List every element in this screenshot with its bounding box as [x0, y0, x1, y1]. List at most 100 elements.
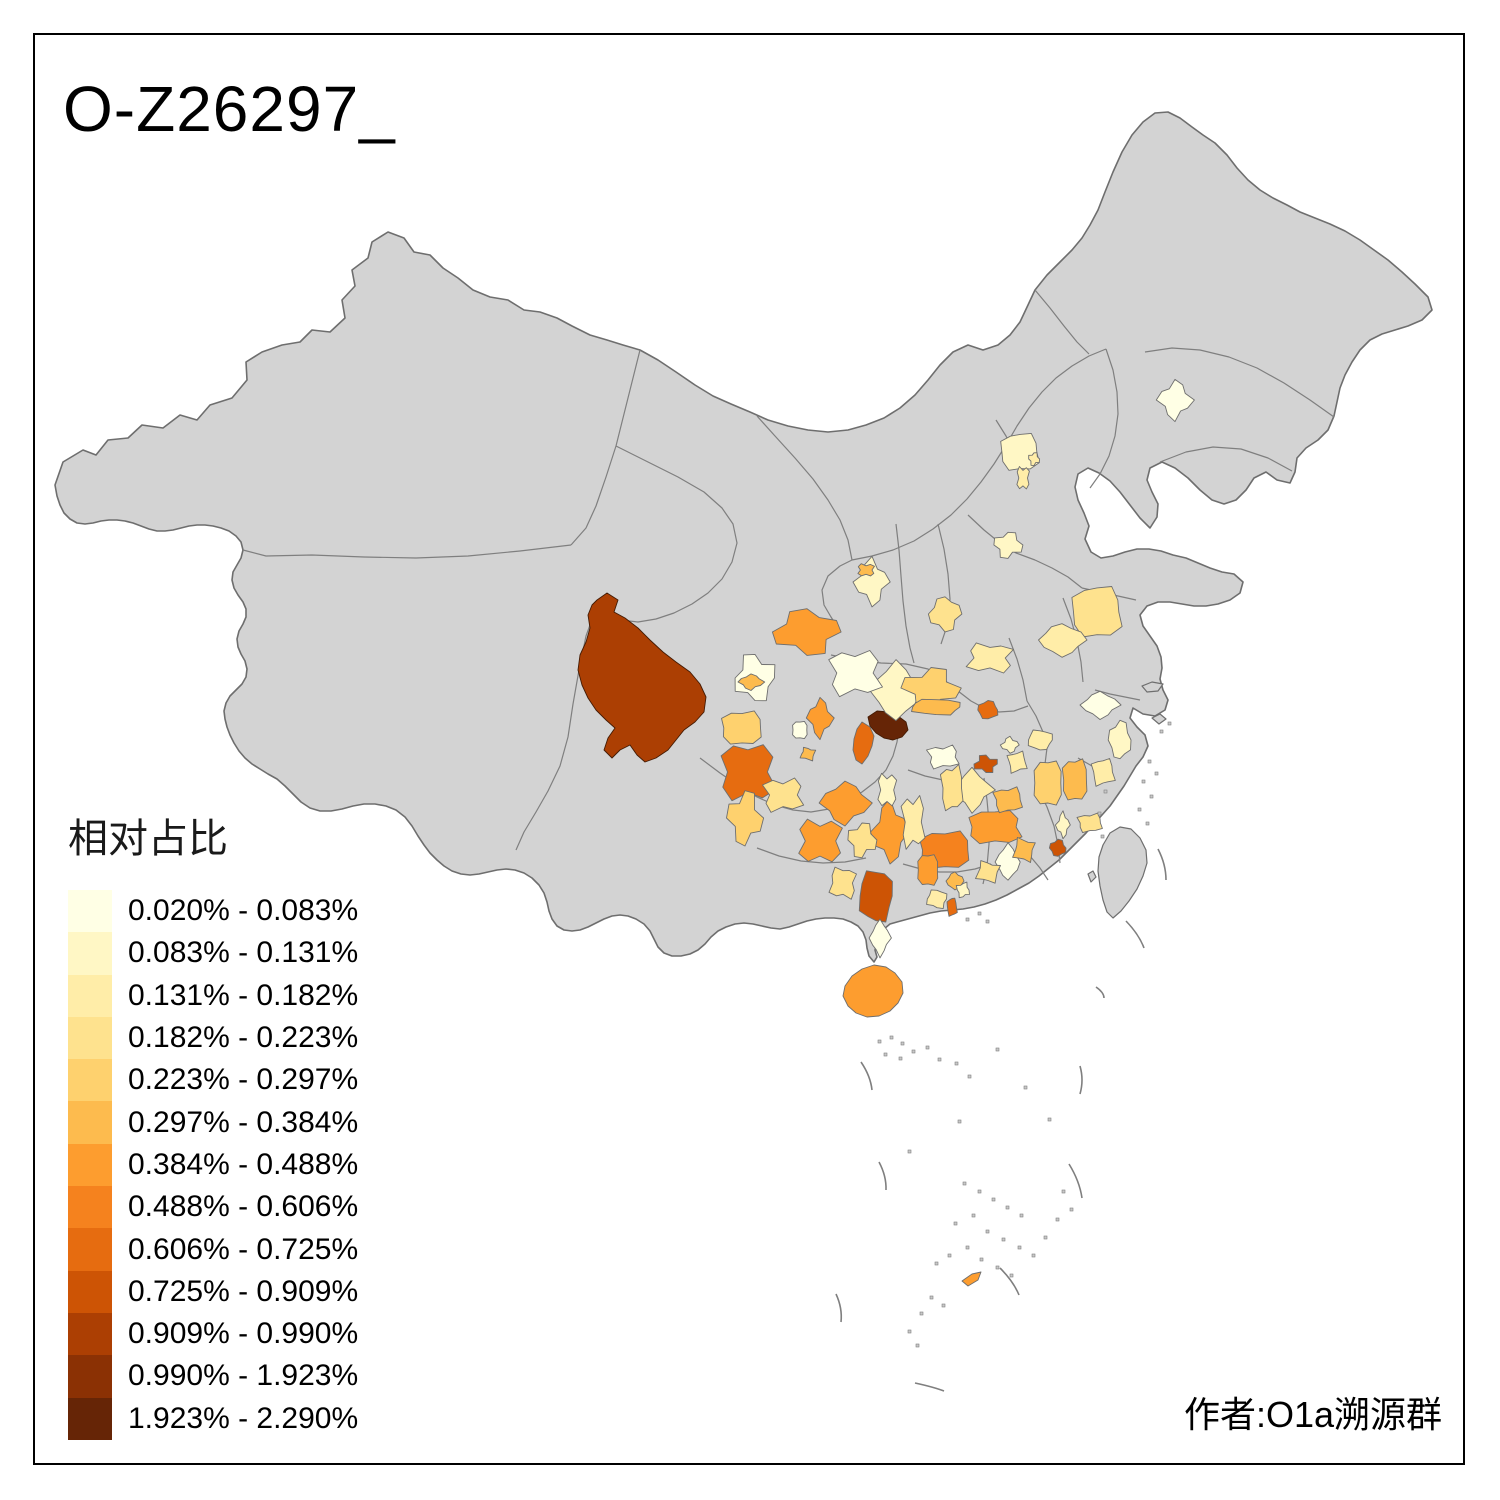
prefecture-region [927, 596, 963, 633]
prefecture-region [1155, 378, 1195, 423]
prefecture-region [999, 735, 1020, 754]
prefecture-region [955, 881, 970, 899]
province-border [1089, 348, 1119, 489]
legend-row: 0.990% - 1.923% [68, 1355, 359, 1398]
page-title: O-Z26297_ [63, 73, 396, 145]
islet-dot [1043, 1235, 1048, 1240]
prefecture-region [1061, 758, 1088, 801]
prefecture-region [737, 673, 766, 691]
prefecture-region [828, 650, 883, 698]
legend-label: 0.606% - 0.725% [128, 1232, 359, 1266]
prefecture-region [1016, 466, 1030, 490]
islet-dot [1019, 1213, 1024, 1218]
islet-dot [947, 1253, 952, 1258]
province-border [851, 348, 1107, 561]
islet-dot [1055, 1217, 1060, 1222]
prefecture-region [993, 531, 1024, 559]
legend-color-swatch [68, 1312, 112, 1356]
islet-dot [929, 1295, 934, 1300]
prefecture-region [973, 754, 998, 773]
prefecture-region [900, 795, 926, 850]
prefecture-region [975, 860, 1001, 884]
province-border [597, 445, 738, 623]
prefecture-region [1000, 432, 1040, 471]
legend-color-swatch [68, 1270, 112, 1313]
prefecture-region [1038, 623, 1088, 658]
legend-color-swatch [68, 1016, 112, 1060]
legend-label: 0.083% - 0.131% [128, 936, 359, 970]
prefecture-region [1071, 586, 1123, 638]
legend-color-swatch [68, 1101, 112, 1144]
province-border [1008, 637, 1028, 702]
islet-dot [1097, 811, 1102, 816]
taiwan-island [1097, 826, 1148, 919]
prefecture-region [926, 889, 948, 910]
prefecture-region [939, 763, 964, 812]
legend-label: 0.488% - 0.606% [128, 1190, 359, 1224]
prefecture-region [858, 870, 893, 923]
islet-dot [977, 1189, 982, 1194]
islet-dot [962, 1181, 967, 1186]
province-border [895, 523, 915, 664]
prefecture-region [818, 780, 873, 827]
dash-line-segment [860, 1061, 873, 1091]
islet-dot [907, 1329, 912, 1334]
legend-label: 0.131% - 0.182% [128, 978, 359, 1012]
legend-row: 0.297% - 0.384% [68, 1101, 358, 1144]
province-border [570, 349, 641, 546]
islet-dot [1103, 789, 1108, 794]
prefecture-region [1107, 719, 1132, 760]
islet-dot [898, 1056, 903, 1061]
islet-dot [1154, 771, 1159, 776]
prefecture-region [726, 790, 765, 847]
prefecture-region [1054, 810, 1071, 840]
prefecture-region [1090, 758, 1116, 787]
islet-dot [1069, 1207, 1074, 1212]
prefecture-region [1027, 729, 1053, 751]
province-border [1029, 855, 1049, 881]
islet-dot [971, 1213, 976, 1218]
legend-label: 0.725% - 0.909% [128, 1274, 359, 1308]
legend-row: 0.384% - 0.488% [68, 1143, 358, 1187]
prefecture-region [721, 710, 762, 745]
zhoushan-island [1151, 713, 1167, 725]
prefecture-region [828, 866, 857, 900]
islet-dot [979, 1257, 984, 1262]
islet-dot [1023, 1085, 1028, 1090]
prefecture-region [994, 842, 1021, 881]
prefecture-region [842, 964, 904, 1018]
province-border [1034, 289, 1090, 355]
prefecture-region [857, 563, 875, 577]
prefecture-region [1076, 812, 1103, 834]
legend-color-swatch [68, 1059, 112, 1102]
country-outline [54, 111, 1433, 963]
islet-dot [911, 1049, 916, 1054]
dash-line-segment [835, 1293, 843, 1323]
legend-label: 0.909% - 0.990% [128, 1317, 359, 1351]
legend-row: 0.182% - 0.223% [68, 1016, 358, 1060]
islet-dot [985, 919, 990, 924]
province-border [756, 847, 867, 864]
legend-row: 0.223% - 0.297% [68, 1059, 358, 1102]
legend-row: 0.020% - 0.083% [68, 890, 358, 933]
dash-line-segment [1095, 986, 1105, 999]
islet-dot [1005, 1205, 1010, 1210]
legend-rows: 0.020% - 0.083% 0.083% - 0.131% 0.131% - 0… [68, 890, 358, 1440]
islet-dot [1145, 821, 1150, 826]
prefecture-region [911, 698, 961, 716]
legend-color-swatch [68, 932, 112, 975]
islet-dot [1031, 1253, 1036, 1258]
legend-color-swatch [68, 1397, 112, 1440]
prefecture-region [877, 772, 898, 807]
dash-line-segment [1157, 848, 1167, 881]
legend-color-swatch [68, 1355, 112, 1398]
dash-line-segment [1068, 1163, 1083, 1199]
islet-dot [965, 1245, 970, 1250]
province-border [1034, 559, 1083, 589]
islet-dot [1047, 1117, 1052, 1122]
prefecture-region [1006, 750, 1028, 774]
legend-label: 0.990% - 1.923% [128, 1359, 359, 1393]
legend-row: 0.606% - 0.725% [68, 1228, 359, 1271]
islet-dot [1061, 1189, 1066, 1194]
prefecture-region [762, 777, 805, 813]
